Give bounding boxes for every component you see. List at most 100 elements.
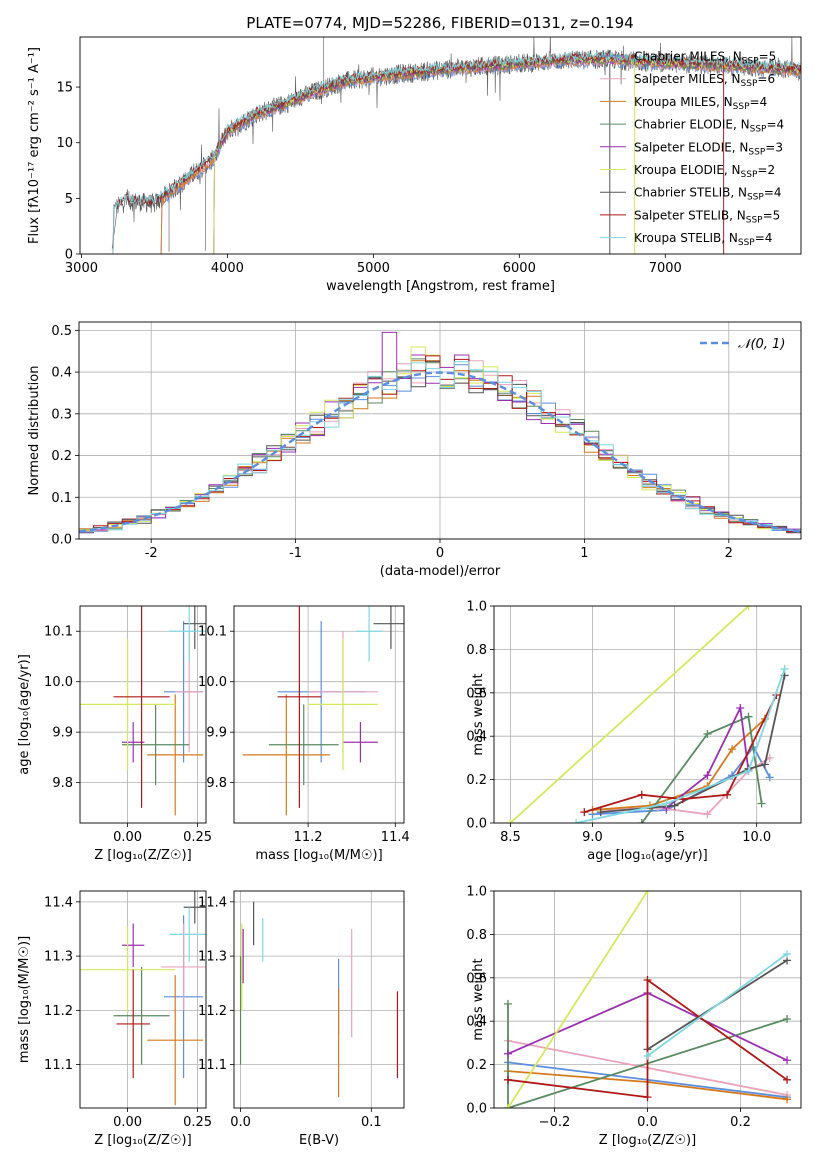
legend-subscript: SSP — [738, 238, 755, 248]
x-tick-label: 0.25 — [183, 1115, 212, 1130]
y-tick-label: 10.0 — [44, 675, 73, 690]
x-tick-label: −0.2 — [539, 1115, 571, 1130]
weight-series-line — [592, 718, 766, 811]
weight-marker — [757, 799, 766, 808]
legend-label: Chabrier ELODIE, NSSP=4 — [634, 118, 784, 135]
legend-value: =4 — [755, 231, 773, 245]
legend-subscript: SSP — [733, 102, 750, 112]
plot-area — [239, 901, 399, 1098]
weight-marker — [637, 790, 646, 799]
x-tick-label: 3000 — [65, 261, 98, 276]
x-tick-label: 0.2 — [730, 1115, 751, 1130]
legend-subscript: SSP — [747, 193, 764, 203]
axes-frame — [493, 605, 802, 824]
y-tick-label: 0.4 — [466, 1015, 487, 1030]
y-tick-label: 11.3 — [44, 950, 73, 965]
y-tick-label: 9.8 — [52, 776, 73, 791]
y-tick-label: 11.1 — [44, 1058, 73, 1073]
y-tick-label: 1.0 — [466, 600, 487, 615]
y-axis-label: mass [log₁₀(M/M☉)] — [17, 936, 32, 1063]
x-tick-label: 2 — [725, 546, 733, 561]
axes-frame — [78, 321, 802, 540]
plot-area — [506, 606, 789, 823]
model-spectrum-line — [112, 51, 801, 254]
y-tick-label: 0.4 — [51, 366, 72, 381]
y-tick-label: 0.0 — [51, 533, 72, 548]
x-tick-label: 7000 — [649, 261, 682, 276]
weight-marker — [503, 1049, 512, 1058]
model-spectrum-line — [160, 56, 801, 254]
x-tick-label: 11.2 — [294, 830, 323, 845]
y-tick-label: 11.4 — [198, 895, 227, 910]
weight-marker — [783, 1095, 792, 1104]
weight-marker — [643, 975, 652, 984]
legend-subscript: SSP — [750, 125, 767, 135]
weight-marker — [783, 1075, 792, 1084]
weight-marker — [783, 949, 792, 958]
y-tick-label: 0.3 — [51, 407, 72, 422]
weight-marker — [783, 1056, 792, 1065]
y-tick-label: 10.1 — [198, 625, 227, 640]
x-axis-label: Z [log₁₀(Z/Z☉)] — [94, 1133, 191, 1148]
plot-area — [503, 891, 792, 1108]
weight-marker — [503, 1075, 512, 1084]
weight-series-line — [509, 606, 750, 823]
y-tick-label: 10 — [56, 136, 73, 151]
legend-value: =3 — [765, 140, 783, 154]
legend-label: Chabrier STELIB, NSSP=4 — [634, 186, 782, 203]
weight-series-line — [507, 891, 649, 1108]
weight-vs-age-panel: 8.5 9.0 9.5 10.0 0.0 0.2 0.4 0.6 0.8 1.0 age [log₁… — [466, 600, 802, 863]
weight-marker — [703, 730, 712, 739]
y-axis-label: mass weight — [471, 958, 486, 1040]
weight-marker — [506, 819, 515, 823]
y-tick-label: 0.4 — [466, 730, 487, 745]
age-vs-mass-panel: 11.2 11.4 9.8 9.9 10.0 10.1 mass [log₁₀(M/M☉)] — [198, 605, 410, 863]
y-tick-label: 0.6 — [466, 971, 487, 986]
y-tick-label: 11.3 — [198, 950, 227, 965]
weight-marker — [703, 771, 712, 780]
legend-label: 𝒩(0, 1) — [738, 337, 785, 352]
x-tick-label: -2 — [145, 546, 158, 561]
weight-marker — [728, 745, 737, 754]
y-tick-label: 11.2 — [44, 1004, 73, 1019]
model-spectrum-line — [160, 58, 801, 254]
weight-marker — [744, 712, 753, 721]
axes-frame — [493, 890, 802, 1109]
y-tick-label: 0.8 — [466, 928, 487, 943]
weight-marker — [643, 1093, 652, 1102]
weight-marker — [662, 799, 671, 808]
model-spectrum-line — [212, 55, 801, 254]
legend-subscript: SSP — [746, 215, 763, 225]
weight-marker — [703, 810, 712, 819]
weight-marker — [783, 1015, 792, 1024]
legend-value: =5 — [763, 208, 781, 222]
legend-label: Salpeter MILES, NSSP=6 — [634, 72, 775, 89]
x-tick-label: 8.5 — [500, 830, 521, 845]
legend-value: =5 — [759, 50, 777, 64]
y-tick-label: 10.0 — [198, 675, 227, 690]
legend-label: Kroupa ELODIE, NSSP=2 — [634, 163, 775, 180]
y-axis-label: Normed distribution — [27, 366, 42, 496]
weight-marker — [580, 808, 589, 817]
x-tick-label: -1 — [289, 546, 302, 561]
plot-area — [79, 331, 801, 534]
x-axis-label: mass [log₁₀(M/M☉)] — [255, 848, 382, 863]
weight-marker — [736, 703, 745, 712]
weight-series-line — [641, 715, 763, 823]
weight-series-line — [507, 978, 788, 1099]
y-tick-label: 1.0 — [466, 885, 487, 900]
x-tick-label: 0.00 — [113, 830, 142, 845]
y-axis-label: mass weight — [471, 673, 486, 755]
y-tick-label: 9.9 — [206, 726, 227, 741]
weight-marker — [670, 801, 679, 810]
axes-frame — [233, 605, 405, 824]
spectrum-panel: 3000 4000 5000 6000 7000 0 5 10 15 wavelength [An… — [27, 36, 802, 294]
y-tick-label: 9.8 — [206, 776, 227, 791]
gaussian-curve — [79, 371, 801, 533]
y-tick-label: 0.2 — [51, 449, 72, 464]
x-tick-label: 0.25 — [183, 830, 212, 845]
x-axis-label: age [log₁₀(age/yr)] — [587, 848, 708, 863]
y-tick-label: 11.4 — [44, 895, 73, 910]
weight-series-line — [592, 745, 771, 816]
figure-title: PLATE=0774, MJD=52286, FIBERID=0131, z=0… — [246, 14, 633, 32]
